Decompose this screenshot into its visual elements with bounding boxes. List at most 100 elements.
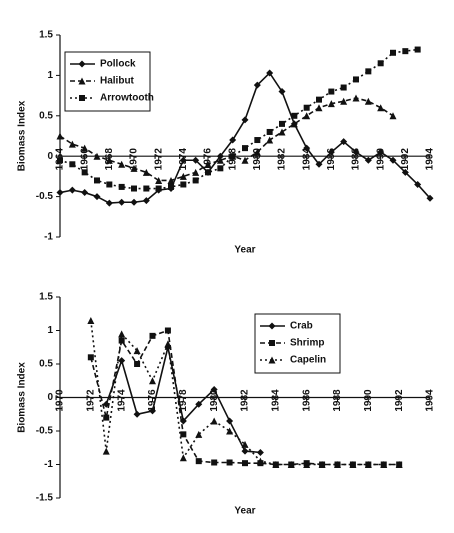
marker <box>266 128 273 135</box>
x-tick-label: 1984 <box>270 389 281 412</box>
y-tick-label: -1.5 <box>36 493 54 504</box>
marker <box>149 377 156 385</box>
marker <box>105 156 113 164</box>
marker <box>81 169 88 176</box>
legend-label: Capelin <box>290 355 326 366</box>
marker <box>192 168 200 176</box>
marker <box>68 186 76 194</box>
marker <box>142 168 150 176</box>
marker <box>266 69 274 77</box>
marker <box>303 104 310 111</box>
marker <box>340 97 348 105</box>
y-tick-label: -0.5 <box>36 426 54 437</box>
y-axis-label: Biomass Index <box>17 362 28 433</box>
marker <box>155 185 162 192</box>
marker <box>118 357 126 365</box>
legend-label: Pollock <box>100 59 136 70</box>
marker <box>57 157 63 164</box>
marker <box>168 183 174 190</box>
marker <box>278 88 286 96</box>
x-tick-label: 1992 <box>394 389 405 412</box>
marker <box>334 461 341 468</box>
y-tick-label: 0 <box>47 151 53 162</box>
marker <box>291 112 298 119</box>
x-tick-label: 1978 <box>178 389 189 412</box>
marker <box>103 414 110 421</box>
x-tick-label: 1994 <box>425 148 436 171</box>
x-tick-label: 1974 <box>116 389 127 412</box>
marker <box>315 104 323 112</box>
x-axis-label: Year <box>234 245 255 256</box>
marker <box>155 176 163 184</box>
x-tick-label: 1976 <box>203 148 214 171</box>
x-tick-label: 1972 <box>153 148 164 171</box>
y-tick-label: 0 <box>47 392 53 403</box>
marker <box>229 153 236 160</box>
marker <box>211 459 218 466</box>
marker <box>106 181 113 188</box>
marker <box>180 181 187 188</box>
marker <box>118 160 126 168</box>
marker <box>226 427 234 435</box>
marker <box>167 176 175 184</box>
marker <box>318 461 326 468</box>
legend-marker <box>268 322 276 330</box>
marker <box>272 461 280 468</box>
marker <box>195 430 203 438</box>
marker <box>340 138 348 146</box>
marker <box>205 169 211 176</box>
y-tick-label: 1.5 <box>39 30 53 41</box>
marker <box>364 461 372 468</box>
marker <box>353 76 359 83</box>
marker <box>414 46 421 53</box>
marker <box>81 144 89 152</box>
marker <box>402 48 409 55</box>
x-tick-label: 1984 <box>301 148 312 171</box>
marker <box>118 183 125 190</box>
marker <box>364 156 372 164</box>
legend-marker <box>79 95 85 101</box>
x-tick-label: 1988 <box>332 389 343 412</box>
marker <box>229 136 237 144</box>
marker <box>69 161 76 168</box>
marker <box>164 327 171 334</box>
marker <box>56 132 64 140</box>
x-tick-label: 1980 <box>252 148 263 171</box>
marker <box>241 440 249 448</box>
marker <box>118 330 126 338</box>
marker <box>253 148 261 156</box>
marker <box>133 347 141 355</box>
x-tick-label: 1990 <box>375 148 386 171</box>
marker <box>130 164 138 172</box>
marker <box>81 189 89 197</box>
marker <box>352 94 360 102</box>
marker <box>56 189 64 197</box>
marker <box>93 152 101 160</box>
x-tick-label: 1976 <box>147 389 158 412</box>
marker <box>377 148 385 156</box>
marker <box>226 459 233 466</box>
x-tick-label: 1992 <box>400 148 411 171</box>
y-tick-label: 1 <box>47 70 53 81</box>
x-tick-label: 1986 <box>326 148 337 171</box>
marker <box>179 156 187 164</box>
x-tick-label: 1990 <box>363 389 374 412</box>
marker <box>390 49 396 56</box>
marker <box>242 145 248 152</box>
marker <box>195 458 202 465</box>
y-axis-label: Biomass Index <box>17 100 28 171</box>
marker <box>217 165 224 172</box>
marker <box>426 194 434 202</box>
marker <box>349 461 357 468</box>
x-tick-label: 1972 <box>85 389 96 412</box>
y-tick-label: -1 <box>44 459 53 470</box>
x-tick-label: 1986 <box>301 389 312 412</box>
marker <box>241 447 249 455</box>
marker <box>256 448 264 456</box>
y-tick-label: 1.5 <box>39 292 53 303</box>
x-tick-label: 1994 <box>425 389 436 412</box>
marker <box>133 410 141 418</box>
marker <box>210 385 218 393</box>
marker <box>204 160 212 168</box>
marker <box>380 461 388 468</box>
